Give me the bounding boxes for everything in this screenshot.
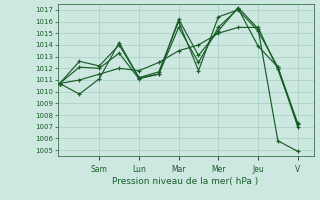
X-axis label: Pression niveau de la mer( hPa ): Pression niveau de la mer( hPa ) [112, 177, 259, 186]
